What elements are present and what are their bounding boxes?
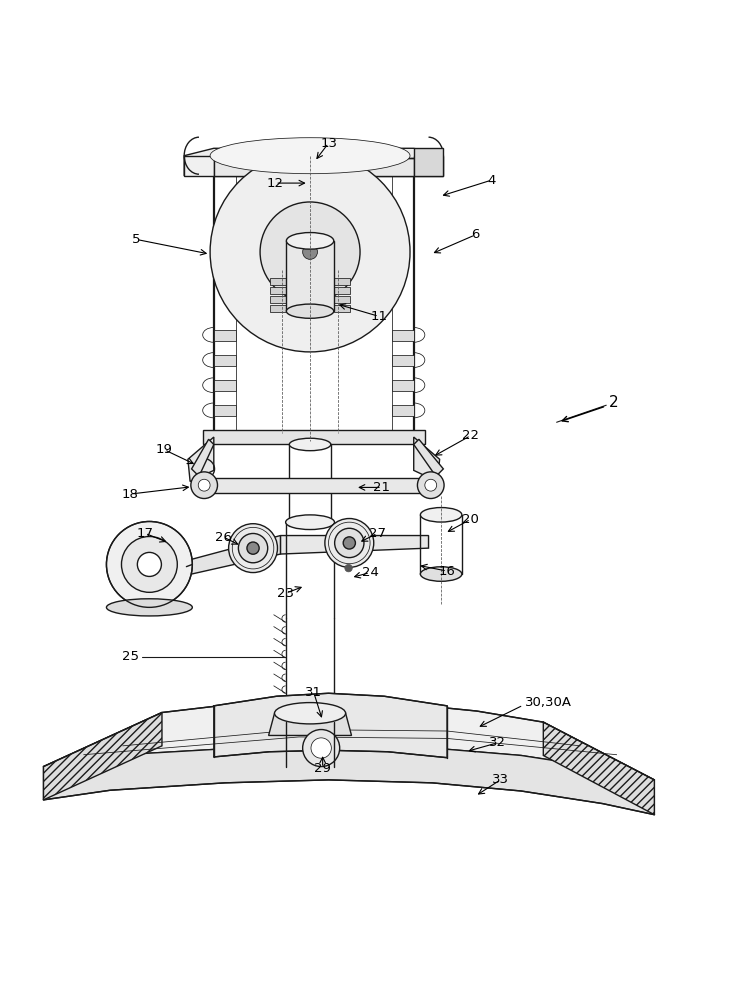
Ellipse shape: [107, 599, 192, 616]
Polygon shape: [414, 156, 443, 176]
Text: 27: 27: [369, 527, 386, 540]
Polygon shape: [188, 437, 214, 481]
Ellipse shape: [286, 304, 333, 318]
Polygon shape: [333, 287, 350, 294]
Circle shape: [228, 524, 278, 573]
Text: 31: 31: [305, 686, 322, 699]
Circle shape: [311, 738, 331, 758]
Polygon shape: [392, 405, 414, 416]
Circle shape: [303, 245, 318, 259]
Text: 19: 19: [156, 443, 172, 456]
Polygon shape: [392, 355, 414, 366]
Text: 26: 26: [215, 531, 232, 544]
Polygon shape: [270, 305, 286, 312]
Circle shape: [424, 479, 436, 491]
Text: 24: 24: [362, 566, 378, 579]
Ellipse shape: [294, 149, 326, 167]
Polygon shape: [414, 437, 439, 481]
Polygon shape: [414, 148, 443, 176]
Polygon shape: [199, 478, 436, 493]
Ellipse shape: [421, 508, 462, 522]
Polygon shape: [214, 693, 447, 758]
Ellipse shape: [421, 567, 462, 581]
Text: 25: 25: [122, 650, 139, 663]
Polygon shape: [333, 278, 350, 285]
Ellipse shape: [289, 438, 330, 451]
Text: 16: 16: [439, 565, 456, 578]
Circle shape: [198, 479, 210, 491]
Polygon shape: [392, 330, 414, 341]
Polygon shape: [192, 439, 214, 476]
Text: 22: 22: [463, 429, 479, 442]
Polygon shape: [543, 722, 654, 815]
Polygon shape: [286, 241, 333, 311]
Text: 4: 4: [487, 174, 495, 187]
Text: 17: 17: [137, 527, 154, 540]
Circle shape: [239, 533, 268, 563]
Text: 33: 33: [492, 773, 509, 786]
Polygon shape: [280, 536, 428, 554]
Polygon shape: [392, 380, 414, 391]
Text: 13: 13: [320, 137, 337, 150]
Circle shape: [418, 472, 444, 499]
Circle shape: [260, 202, 360, 302]
Polygon shape: [414, 439, 443, 476]
Polygon shape: [43, 713, 162, 800]
Circle shape: [335, 528, 364, 558]
Polygon shape: [333, 296, 350, 303]
Circle shape: [210, 152, 410, 352]
Text: 30,30A: 30,30A: [524, 696, 571, 709]
Polygon shape: [214, 330, 236, 341]
Ellipse shape: [286, 233, 333, 249]
Circle shape: [137, 552, 161, 576]
Circle shape: [191, 472, 218, 499]
Circle shape: [325, 519, 374, 567]
Polygon shape: [214, 380, 236, 391]
Circle shape: [107, 521, 192, 607]
Polygon shape: [269, 713, 351, 735]
Polygon shape: [43, 701, 654, 780]
Polygon shape: [270, 296, 286, 303]
Text: 2: 2: [609, 395, 618, 410]
Circle shape: [122, 537, 178, 592]
Polygon shape: [214, 405, 236, 416]
Polygon shape: [43, 746, 654, 815]
Circle shape: [345, 564, 352, 572]
Text: 20: 20: [463, 513, 479, 526]
Polygon shape: [214, 355, 236, 366]
Polygon shape: [270, 278, 286, 285]
Text: 18: 18: [122, 488, 139, 501]
Text: 32: 32: [489, 736, 506, 749]
Polygon shape: [184, 148, 443, 176]
Circle shape: [247, 542, 259, 554]
Text: 23: 23: [277, 587, 294, 600]
Polygon shape: [186, 536, 280, 574]
Polygon shape: [203, 430, 424, 444]
Text: 11: 11: [371, 310, 387, 323]
Text: 12: 12: [267, 177, 283, 190]
Ellipse shape: [286, 515, 334, 530]
Text: 5: 5: [132, 233, 140, 246]
Ellipse shape: [210, 138, 410, 174]
Text: 21: 21: [374, 481, 390, 494]
Text: 6: 6: [471, 228, 480, 241]
Polygon shape: [184, 156, 214, 176]
Polygon shape: [270, 287, 286, 294]
Polygon shape: [333, 305, 350, 312]
Circle shape: [343, 537, 355, 549]
Text: 29: 29: [314, 762, 331, 775]
Ellipse shape: [275, 703, 345, 724]
Polygon shape: [214, 158, 414, 176]
Circle shape: [303, 730, 339, 767]
Circle shape: [294, 236, 326, 268]
